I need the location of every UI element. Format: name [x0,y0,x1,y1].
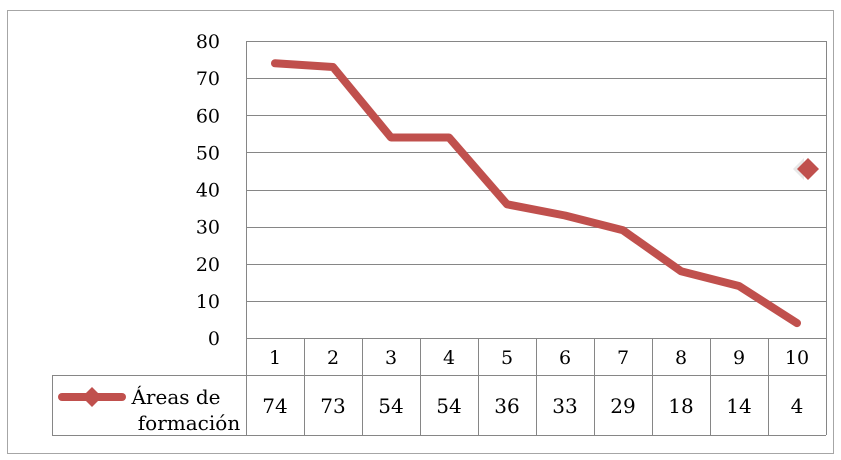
y-tick-label: 40 [196,180,220,202]
x-tick-label: 7 [617,347,629,369]
y-axis: 0 10 20 30 40 50 60 70 80 [196,31,220,350]
x-tick-label: 1 [269,347,281,369]
data-table-value: 54 [436,394,461,418]
x-tick-label: 3 [385,347,397,369]
data-table-value: 74 [262,394,287,418]
x-tick-label: 9 [733,347,745,369]
data-point [445,134,453,142]
y-tick-label: 50 [196,142,220,164]
data-table-value: 14 [726,394,751,418]
y-tick-label: 20 [196,254,220,276]
data-table-value: 54 [378,394,403,418]
data-point [329,63,337,71]
data-point [677,267,685,275]
legend-label-line-2: formación [138,411,241,435]
x-tick-label: 2 [327,347,339,369]
x-tick-label: 10 [785,347,809,369]
data-point [387,134,395,142]
legend-label-line-1: Áreas de [130,385,220,409]
x-tick-label: 6 [559,347,571,369]
data-table-value: 29 [610,394,635,418]
series-line-areas-de-formacion [271,59,801,328]
data-point [503,200,511,208]
y-tick-label: 10 [196,291,220,313]
data-table-value: 4 [791,394,804,418]
data-table-value: 36 [494,394,519,418]
y-tick-label: 30 [196,217,220,239]
y-tick-label: 80 [196,31,220,53]
x-tick-label: 5 [501,347,513,369]
x-tick-label: 8 [675,347,687,369]
data-table-value: 73 [320,394,345,418]
data-point [271,59,279,67]
y-tick-label: 70 [196,68,220,90]
data-point [619,226,627,234]
data-table-value: 18 [668,394,693,418]
data-table-value: 33 [552,394,577,418]
x-tick-label: 4 [443,347,455,369]
data-point [793,319,801,327]
series-layer [271,59,819,328]
gridlines [246,41,826,302]
y-tick-label: 0 [208,328,220,350]
y-tick-label: 60 [196,105,220,127]
data-point [561,211,569,219]
data-point [735,282,743,290]
data-table: 1 74 2 73 3 54 4 54 5 36 6 33 7 29 8 18 9 14 10 4 [52,41,827,436]
legend-diamond-key [82,387,102,407]
diamond-marker [797,158,819,180]
